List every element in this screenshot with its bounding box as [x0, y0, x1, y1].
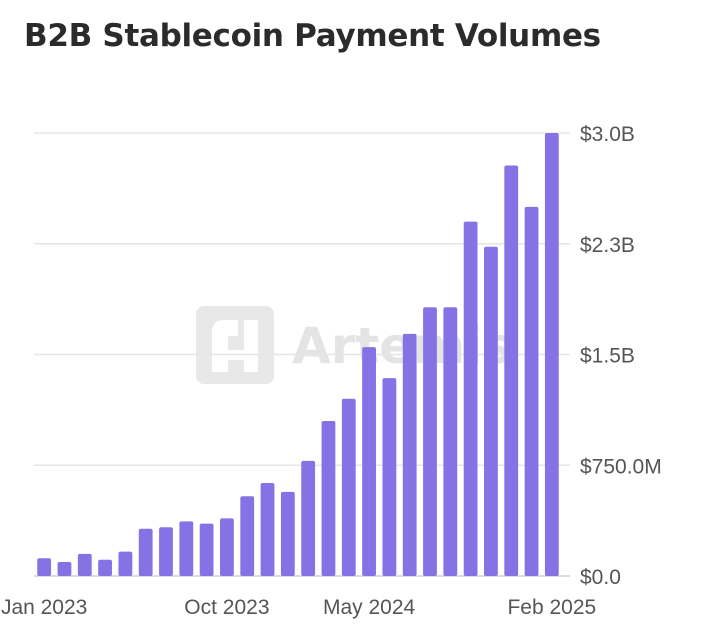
y-tick-label: $2.3B	[580, 234, 635, 257]
y-tick-label: $3.0B	[580, 123, 635, 146]
bar	[57, 561, 72, 576]
bar	[159, 527, 173, 576]
x-tick-label: Jan 2023	[1, 596, 87, 619]
bar	[484, 246, 498, 576]
bar	[98, 559, 112, 576]
bar	[220, 518, 234, 576]
bar	[544, 133, 559, 576]
x-tick-label: Oct 2023	[184, 596, 269, 619]
x-tick-label: Feb 2025	[507, 596, 596, 619]
watermark-text: Artemis	[292, 317, 512, 375]
bar	[443, 307, 458, 576]
y-axis: $0.0 $750.0M $1.5B $2.3B $3.0B	[580, 123, 662, 589]
bar	[199, 523, 214, 576]
bar	[504, 165, 519, 576]
bar	[463, 221, 478, 576]
bar	[341, 398, 356, 576]
bar	[362, 347, 376, 576]
bar	[260, 482, 275, 576]
artemis-logo-icon	[196, 306, 274, 384]
chart-title: B2B Stablecoin Payment Volumes	[24, 18, 601, 54]
bar	[179, 521, 194, 576]
bar	[77, 553, 92, 576]
bar	[138, 528, 153, 576]
bar	[524, 206, 539, 577]
bar	[382, 378, 397, 576]
bar	[280, 491, 295, 576]
x-axis: Jan 2023 Oct 2023 May 2024 Feb 2025	[1, 596, 596, 619]
gridlines	[34, 132, 570, 577]
bar	[240, 496, 255, 576]
bar	[301, 460, 316, 576]
y-tick-label: $1.5B	[580, 345, 635, 368]
bar	[118, 551, 133, 576]
bar	[37, 558, 52, 576]
bars	[37, 133, 559, 577]
bar	[321, 420, 336, 576]
bar	[402, 333, 417, 576]
bar	[423, 307, 437, 576]
y-tick-label: $0.0	[580, 566, 621, 589]
y-tick-label: $750.0M	[580, 455, 662, 478]
x-tick-label: May 2024	[323, 596, 416, 619]
